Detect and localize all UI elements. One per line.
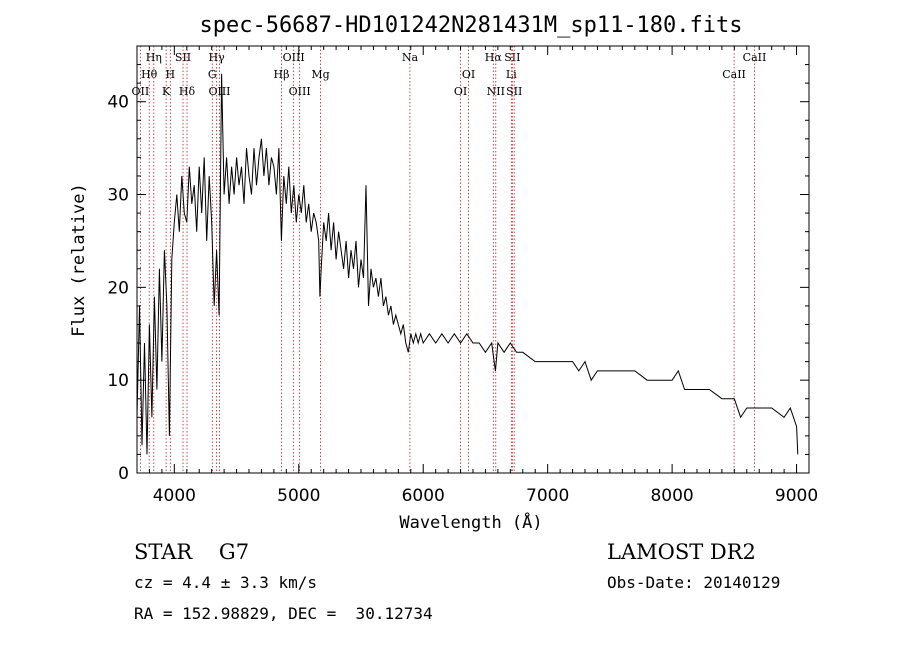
- spectrum-line: [136, 73, 799, 455]
- x-tick-label: 9000: [775, 486, 818, 506]
- line-label-7: Hγ: [209, 51, 226, 64]
- x-tick-label: 5000: [277, 486, 320, 506]
- plot-frame: [136, 45, 810, 474]
- line-label-21: SII: [506, 85, 522, 98]
- y-tick-label: 0: [118, 464, 129, 484]
- line-label-8: G: [208, 68, 217, 81]
- x-tick-label: 7000: [526, 486, 569, 506]
- line-label-22: CaII: [743, 51, 767, 64]
- line-label-14: Na: [402, 51, 419, 64]
- line-label-5: K: [162, 85, 171, 98]
- line-label-6: Hδ: [179, 85, 196, 98]
- line-label-20: NII: [487, 85, 505, 98]
- line-label-3: SII: [175, 51, 191, 64]
- chart-title: spec-56687-HD101242N281431M_sp11-180.fit…: [199, 13, 742, 38]
- x-axis-label: Wavelength (Å): [399, 511, 542, 533]
- ra-dec-coordinates: RA = 152.98829, DEC = 30.12734: [134, 604, 433, 623]
- line-label-4: H: [166, 68, 176, 81]
- y-tick-label: 40: [107, 93, 129, 113]
- line-label-2: OII: [132, 85, 150, 98]
- line-label-10: OIII: [283, 51, 305, 64]
- line-label-16: OI: [454, 85, 467, 98]
- line-label-13: OIII: [289, 85, 311, 98]
- line-label-18: SII: [504, 51, 520, 64]
- object-class: STAR G7: [134, 540, 250, 564]
- line-label-12: Mg: [311, 68, 329, 81]
- line-label-15: OI: [462, 68, 475, 81]
- y-tick-label: 10: [107, 371, 129, 391]
- axis-tick-labels: 4000 5000 6000 7000 8000 9000 0 10 20 30 40: [107, 93, 818, 506]
- y-tick-label: 20: [107, 278, 129, 298]
- line-label-23: CaII: [722, 68, 746, 81]
- y-tick-label: 30: [107, 186, 129, 206]
- x-tick-label: 4000: [153, 486, 196, 506]
- line-label-9: OIII: [208, 85, 230, 98]
- x-tick-label: 8000: [650, 486, 693, 506]
- redshift-velocity: cz = 4.4 ± 3.3 km/s: [134, 573, 318, 592]
- line-label-11: Hβ: [274, 68, 290, 81]
- line-label-1: Hθ: [141, 68, 158, 81]
- line-label-17: Hα: [485, 51, 503, 64]
- survey-name: LAMOST DR2: [607, 540, 756, 564]
- line-label-19: Li: [506, 68, 517, 81]
- line-label-0: Hη: [146, 51, 162, 64]
- y-axis-label: Flux (relative): [69, 183, 89, 337]
- axis-ticks: [137, 46, 809, 473]
- observation-date: Obs-Date: 20140129: [607, 573, 781, 592]
- x-tick-label: 6000: [402, 486, 445, 506]
